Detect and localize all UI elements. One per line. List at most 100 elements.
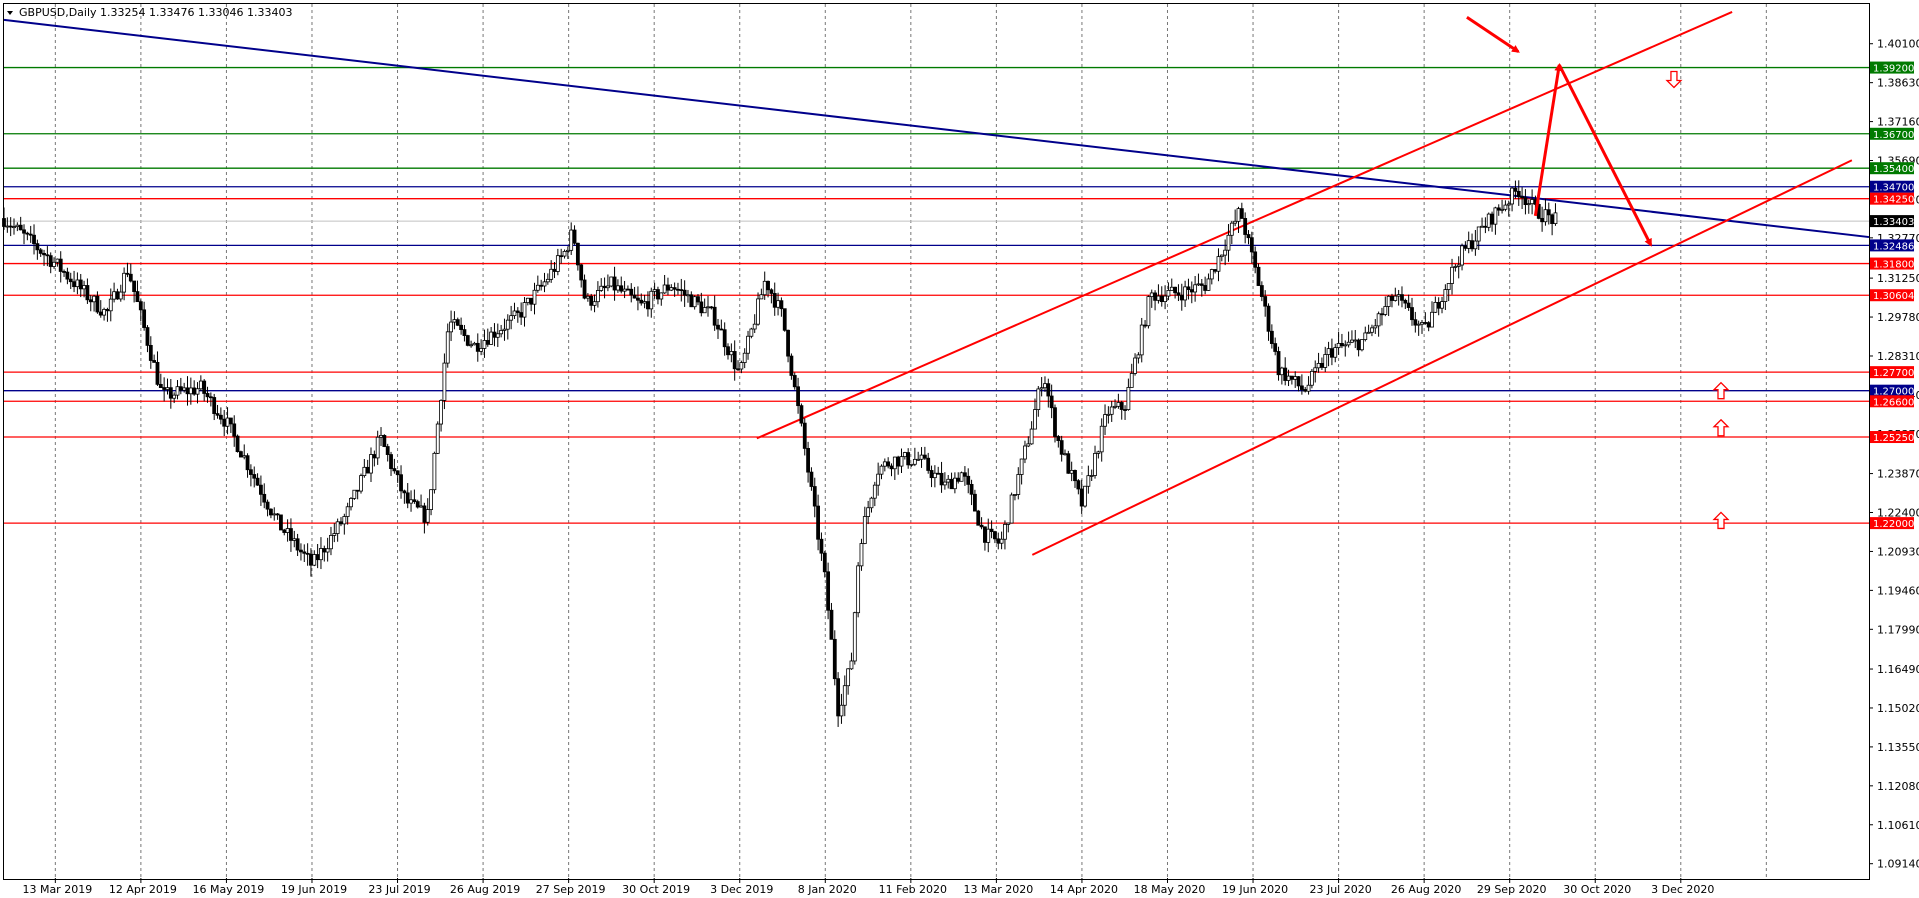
candle-body	[1553, 212, 1558, 225]
candle-body	[969, 484, 974, 495]
candle-body	[742, 352, 747, 363]
candle-body	[282, 529, 287, 533]
candle-body	[706, 306, 710, 309]
candle-body	[1330, 348, 1334, 358]
candle-body	[362, 466, 367, 477]
candle-body	[1293, 376, 1298, 380]
candle-body	[836, 678, 841, 717]
candle-body	[45, 254, 50, 257]
price-level-tag-label: 1.39200	[1873, 64, 1914, 75]
candle-body	[88, 299, 93, 303]
candle-body	[1269, 330, 1274, 344]
candle-body	[692, 296, 697, 308]
candle-body	[112, 291, 117, 300]
candle-body	[1483, 225, 1488, 228]
time-label: 14 Apr 2020	[1050, 883, 1118, 896]
candle-body	[782, 308, 787, 331]
candle-body	[572, 229, 577, 244]
candle-body	[1433, 301, 1438, 313]
candle-body	[832, 638, 837, 680]
candle-body	[1006, 522, 1011, 525]
candle-body	[1440, 301, 1444, 309]
candle-body	[932, 472, 937, 479]
price-level-tag-label: 1.33403	[1873, 217, 1914, 228]
price-tick-label: 1.09140	[1877, 858, 1919, 871]
candle-body	[469, 344, 474, 347]
candle-body	[806, 448, 810, 473]
time-label: 19 Jun 2019	[281, 883, 347, 896]
candle-body	[682, 289, 687, 296]
candle-body	[1306, 384, 1311, 392]
candle-body	[759, 294, 764, 300]
candle-body	[1343, 344, 1348, 347]
candle-body	[1436, 301, 1441, 309]
candle-body	[175, 386, 180, 396]
candle-body	[642, 301, 647, 304]
candle-body	[439, 399, 443, 425]
price-level-tag	[1870, 257, 1914, 270]
candle-body	[652, 289, 657, 292]
candle-body	[1466, 240, 1471, 249]
candle-body	[515, 310, 520, 313]
candle-body	[866, 507, 871, 517]
markers	[1665, 70, 1730, 530]
candle-body	[1263, 296, 1268, 307]
candle-body	[842, 685, 847, 706]
candle-body	[1033, 409, 1037, 430]
candle-body	[736, 368, 740, 371]
candle-body	[222, 418, 227, 427]
price-levels	[4, 66, 1869, 524]
buy-marker	[1712, 511, 1730, 530]
price-level-tag	[1870, 239, 1914, 252]
candle-body	[72, 281, 76, 288]
candle-body	[826, 571, 831, 611]
candle-body	[1313, 367, 1318, 372]
candle-body	[979, 524, 984, 528]
candle-body	[102, 308, 106, 316]
candle-body	[452, 319, 457, 323]
candle-body	[165, 387, 170, 390]
candle-body	[302, 551, 307, 554]
candle-body	[1393, 295, 1398, 301]
time-label: 26 Aug 2020	[1391, 883, 1461, 896]
candle-body	[495, 333, 500, 338]
price-tick-label: 1.12080	[1877, 780, 1919, 793]
candle-body	[549, 268, 554, 280]
candle-body	[822, 552, 827, 573]
candle-body	[1320, 363, 1324, 368]
candle-body	[315, 554, 320, 561]
candle-body	[829, 609, 834, 640]
time-label: 19 Jun 2020	[1222, 883, 1288, 896]
candle-body	[162, 387, 167, 390]
candle-body	[659, 292, 664, 300]
candle-body	[479, 348, 484, 352]
time-label: 23 Jul 2019	[368, 883, 430, 896]
time-label: 11 Feb 2020	[879, 883, 947, 896]
candle-body	[1036, 388, 1041, 410]
candle-body	[379, 435, 383, 438]
candle-body	[105, 308, 110, 312]
candle-body	[365, 466, 370, 474]
candle-body	[242, 455, 247, 458]
price-tick-label: 1.16490	[1877, 663, 1919, 676]
candle-body	[616, 285, 620, 291]
candle-body	[355, 489, 360, 492]
price-level-tag-label: 1.27000	[1873, 387, 1914, 398]
candle-body	[1146, 296, 1151, 327]
candle-body	[839, 704, 844, 717]
collapse-triangle-icon[interactable]	[7, 11, 13, 15]
candle-body	[1456, 264, 1461, 267]
candle-body	[1003, 524, 1007, 540]
candle-body	[949, 478, 954, 490]
candle-body	[1426, 322, 1431, 328]
candle-body	[1526, 203, 1531, 206]
candle-body	[125, 272, 130, 275]
candle-body	[1279, 367, 1284, 376]
price-tick-label: 1.10610	[1877, 819, 1919, 832]
candle-body	[335, 521, 340, 534]
candle-body	[432, 452, 437, 491]
candle-body	[1093, 453, 1097, 476]
candle-body	[632, 294, 637, 299]
candle-body	[916, 458, 921, 461]
